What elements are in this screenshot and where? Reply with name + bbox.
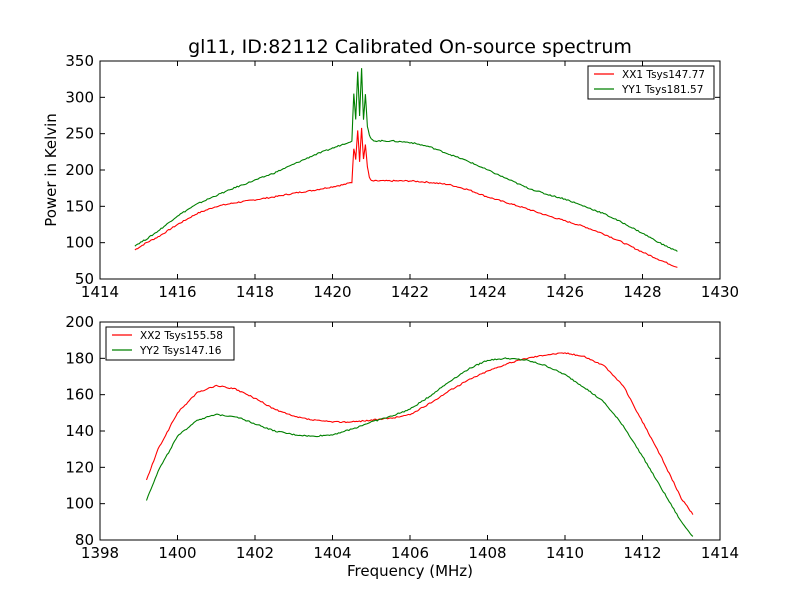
top-x-tick-label: 1426: [546, 283, 584, 301]
bottom-legend-label-xx2: XX2 Tsys155.58: [140, 330, 223, 342]
top-x-tick-label: 1416: [158, 283, 196, 301]
top-legend-box: [587, 65, 715, 100]
top-y-tick-label: 50: [75, 270, 94, 288]
bottom-x-tick-label: 1402: [236, 544, 274, 562]
bottom-y-tick-label: 180: [65, 349, 94, 367]
top-x-tick-label: 1428: [623, 283, 661, 301]
top-x-tick-label: 1420: [313, 283, 351, 301]
top-y-tick-label: 100: [65, 234, 94, 252]
top-x-tick-label: 1422: [391, 283, 429, 301]
bottom-series-line-2: [145, 357, 694, 537]
top-chart-ticks: 1414 1416 1418 1420 1422 1424 1426 1428 1430 50 10…: [65, 52, 739, 301]
top-legend: XX1 Tsys147.77 YY1 Tsys181.57: [587, 65, 715, 100]
chart-title: gl11, ID:82112 Calibrated On-source spec…: [188, 36, 632, 58]
bottom-x-tick-label: 1406: [391, 544, 429, 562]
top-x-tick-label: 1418: [236, 283, 274, 301]
top-legend-label-yy1: YY1 Tsys181.57: [621, 84, 703, 96]
bottom-y-tick-label: 200: [65, 313, 94, 331]
bottom-y-tick-label: 100: [65, 495, 94, 513]
bottom-legend-box: [105, 326, 235, 361]
top-y-tick-label: 200: [65, 161, 94, 179]
bottom-x-tick-label: 1414: [701, 544, 739, 562]
top-y-axis-label: Power in Kelvin: [42, 113, 60, 227]
bottom-x-tick-label: 1412: [623, 544, 661, 562]
top-x-tick-label: 1424: [468, 283, 506, 301]
top-y-tick-label: 250: [65, 125, 94, 143]
top-legend-label-xx1: XX1 Tsys147.77: [622, 69, 705, 81]
top-series-line-2: [134, 68, 678, 252]
bottom-x-tick-label: 1410: [546, 544, 584, 562]
bottom-legend-label-yy2: YY2 Tsys147.16: [139, 345, 222, 357]
bottom-y-tick-label: 80: [75, 531, 94, 549]
bottom-y-tick-label: 160: [65, 386, 94, 404]
top-y-tick-label: 350: [65, 52, 94, 70]
top-y-tick-label: 150: [65, 197, 94, 215]
bottom-x-tick-label: 1404: [313, 544, 351, 562]
bottom-x-tick-label: 1398: [81, 544, 119, 562]
top-y-tick-label: 300: [65, 88, 94, 106]
bottom-y-tick-label: 120: [65, 458, 94, 476]
top-series-line-1: [134, 127, 678, 268]
bottom-x-tick-label: 1408: [468, 544, 506, 562]
bottom-chart-series-lines: [145, 352, 694, 537]
bottom-legend: XX2 Tsys155.58 YY2 Tsys147.16: [105, 326, 235, 361]
bottom-chart: 1398 1400 1402 1404 1406 1408 1410 1412 1414 80 10…: [65, 313, 739, 580]
top-x-tick-label: 1430: [701, 283, 739, 301]
bottom-x-tick-label: 1400: [158, 544, 196, 562]
top-x-tick-label: 1414: [81, 283, 119, 301]
bottom-y-tick-label: 140: [65, 422, 94, 440]
bottom-chart-ticks: 1398 1400 1402 1404 1406 1408 1410 1412 1414 80 10…: [65, 313, 739, 562]
bottom-x-axis-label: Frequency (MHz): [347, 562, 473, 580]
top-chart-series-lines: [134, 68, 678, 268]
top-chart: 1414 1416 1418 1420 1422 1424 1426 1428 1430 50 10…: [42, 52, 739, 301]
bottom-series-line-1: [145, 352, 694, 515]
